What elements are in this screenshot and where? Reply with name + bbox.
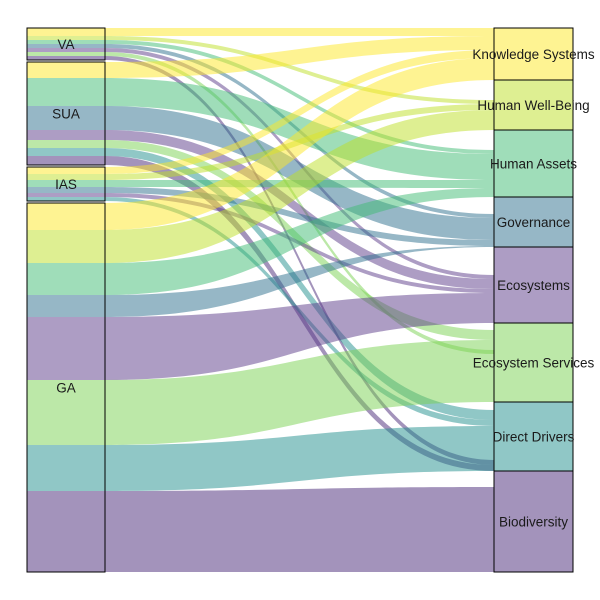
flow-bands	[27, 28, 494, 572]
left-segment-dd	[27, 197, 105, 201]
left-segment-ha	[27, 78, 105, 106]
right-node-label-hwb: Human Well-Being	[477, 98, 589, 113]
right-node-ks	[493, 27, 574, 81]
right-node-label-gov: Governance	[497, 215, 571, 230]
flow-band-ks	[105, 58, 494, 230]
right-node-label-ks: Knowledge Systems	[472, 47, 595, 62]
flow-band-ha	[105, 40, 494, 154]
right-node-label-dd: Direct Drivers	[493, 430, 575, 445]
flow-band-eco	[105, 293, 494, 380]
left-segment-gov	[27, 295, 105, 317]
right-axis-stratum: Knowledge Systems Human Well-Being Human A…	[472, 27, 595, 573]
right-node-eco	[493, 246, 574, 324]
flow-band-ks	[105, 28, 494, 36]
left-node-ias	[26, 166, 106, 202]
left-node-ga	[26, 202, 106, 573]
flow-band-gov	[105, 246, 494, 317]
right-node-dd	[493, 401, 574, 472]
right-node-bio	[493, 470, 574, 573]
flow-band-ks	[105, 50, 494, 174]
right-node-label-eco: Ecosystems	[497, 278, 570, 293]
left-segment-ha	[27, 263, 105, 295]
left-segment-gov	[27, 187, 105, 193]
left-segment-hwb	[27, 174, 105, 180]
left-segment-dd	[27, 445, 105, 491]
flow-band-dd	[105, 148, 494, 420]
left-node-label-ias: IAS	[55, 177, 77, 192]
left-segment-dd	[27, 148, 105, 156]
left-axis-stratum: VA SUA IAS GA	[26, 27, 106, 573]
left-segment-gov	[27, 106, 105, 130]
left-node-label-sua: SUA	[52, 107, 80, 122]
flow-band-hwb	[105, 36, 494, 104]
left-segment-bio	[27, 56, 105, 60]
flow-band-gov	[105, 187, 494, 246]
left-segment-ks	[27, 203, 105, 230]
flow-band-es	[105, 52, 494, 354]
left-segment-es	[27, 140, 105, 148]
left-segment-eco	[27, 317, 105, 380]
left-segment-hwb	[27, 36, 105, 40]
right-node-label-ha: Human Assets	[490, 157, 577, 172]
left-segment-hwb	[27, 230, 105, 263]
left-segment-eco	[27, 130, 105, 140]
flow-band-ha	[105, 188, 494, 295]
right-node-gov	[493, 196, 574, 248]
left-segment-eco	[27, 193, 105, 197]
left-segment-es	[27, 52, 105, 56]
left-node-label-ga: GA	[56, 381, 76, 396]
left-segment-bio	[27, 156, 105, 165]
left-segment-ha	[27, 40, 105, 44]
right-node-label-bio: Biodiversity	[499, 515, 568, 530]
flow-band-es	[105, 340, 494, 445]
left-segment-ks	[27, 28, 105, 36]
left-segment-gov	[27, 44, 105, 48]
left-segment-ks	[27, 167, 105, 174]
flow-band-eco	[105, 130, 494, 289]
left-segment-ks	[27, 62, 105, 78]
left-segment-eco	[27, 48, 105, 52]
flow-band-bio	[105, 56, 494, 465]
flow-band-hwb	[105, 110, 494, 263]
right-node-label-es: Ecosystem Services	[473, 356, 595, 371]
right-node-ha	[493, 129, 574, 198]
flow-band-ks	[105, 36, 494, 78]
left-node-sua	[26, 61, 106, 166]
left-node-va	[26, 27, 106, 61]
left-segment-es	[27, 380, 105, 445]
left-segment-ha	[27, 180, 105, 187]
flow-band-ha	[105, 78, 494, 180]
flow-band-dd	[105, 426, 494, 491]
left-segment-bio	[27, 491, 105, 572]
left-node-label-va: VA	[57, 37, 74, 52]
flow-band-bio	[105, 487, 494, 572]
right-node-es	[493, 322, 574, 403]
